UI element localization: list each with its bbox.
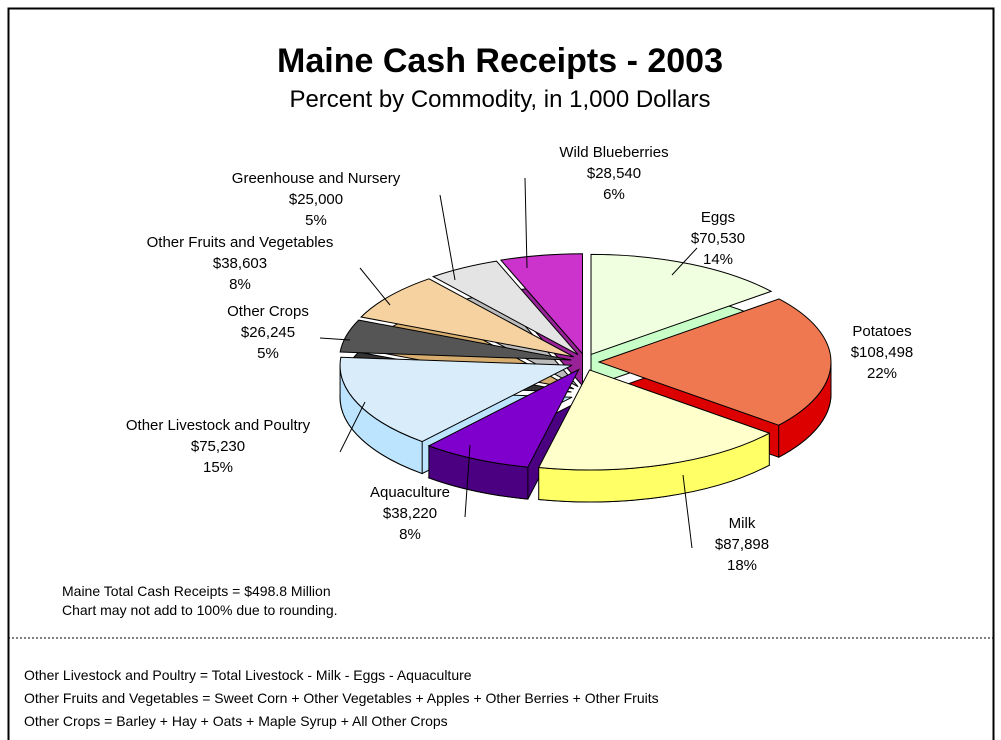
slice-label: Eggs	[701, 209, 735, 226]
slice	[590, 253, 773, 356]
percent-label: 22%	[867, 365, 897, 382]
note: Chart may not add to 100% due to roundin…	[62, 602, 338, 618]
chart-subtitle: Percent by Commodity, in 1,000 Dollars	[289, 86, 710, 113]
slice	[597, 298, 832, 426]
value-label: $26,245	[241, 324, 295, 341]
footnote: Other Fruits and Vegetables = Sweet Corn…	[24, 690, 659, 706]
footnote: Other Livestock and Poultry = Total Live…	[24, 667, 472, 683]
value-label: $28,540	[587, 165, 641, 182]
percent-label: 15%	[203, 459, 233, 476]
percent-label: 8%	[229, 276, 251, 293]
value-label: $87,898	[715, 536, 769, 553]
slice-label: Other Fruits and Vegetables	[147, 234, 334, 251]
percent-label: 6%	[603, 186, 625, 203]
note: Maine Total Cash Receipts = $498.8 Milli…	[62, 583, 331, 599]
leader-line	[339, 401, 366, 453]
leader-line	[439, 194, 456, 281]
footnote: Other Crops = Barley + Hay + Oats + Mapl…	[24, 713, 448, 729]
percent-label: 14%	[703, 251, 733, 268]
leader-line	[464, 444, 471, 518]
percent-label: 18%	[727, 557, 757, 574]
leader-line	[359, 267, 391, 306]
slice-label: Wild Blueberries	[559, 144, 668, 161]
value-label: $38,603	[213, 255, 267, 272]
leader-line	[319, 337, 351, 341]
value-label: $75,230	[191, 438, 245, 455]
leader-line	[671, 247, 698, 276]
slice-label: Other Livestock and Poultry	[126, 417, 311, 434]
slice	[360, 278, 575, 358]
percent-label: 5%	[257, 345, 279, 362]
percent-label: 8%	[399, 526, 421, 543]
slice	[537, 369, 771, 471]
slice	[431, 260, 579, 356]
slice-label: Greenhouse and Nursery	[232, 170, 401, 187]
value-label: $70,530	[691, 230, 745, 247]
percent-label: 5%	[305, 212, 327, 229]
slice-label: Other Crops	[227, 303, 309, 320]
slice	[339, 356, 573, 443]
leader-line	[524, 177, 528, 269]
slice	[499, 253, 583, 356]
slice	[339, 319, 572, 361]
slice-label: Milk	[729, 515, 756, 532]
frame	[7, 7, 995, 740]
value-label: $108,498	[851, 344, 914, 361]
slice	[427, 368, 580, 468]
leader-line	[682, 474, 693, 549]
chart-title: Maine Cash Receipts - 2003	[277, 42, 723, 80]
value-label: $25,000	[289, 191, 343, 208]
pie	[339, 253, 832, 503]
value-label: $38,220	[383, 505, 437, 522]
slice-label: Potatoes	[852, 323, 911, 340]
slice-label: Aquaculture	[370, 484, 450, 501]
